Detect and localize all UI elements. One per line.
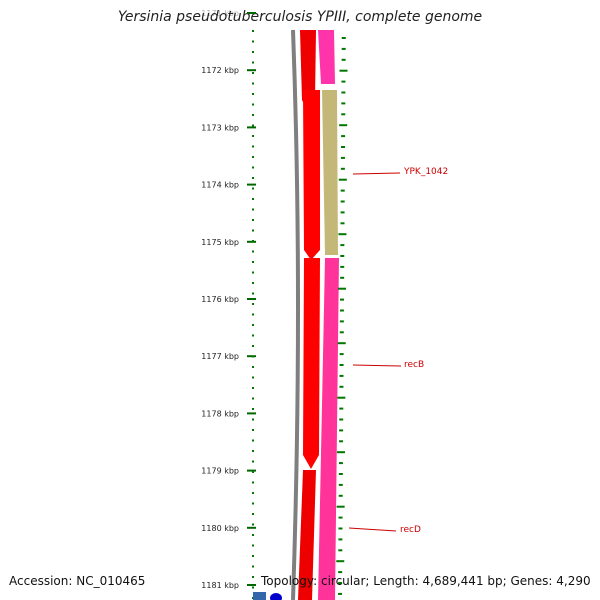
- kbp-tick-label: 1176 kbp: [201, 295, 239, 304]
- gene-label-lines: [348, 172, 402, 532]
- kbp-tick-label: 1181 kbp: [201, 581, 239, 590]
- reverse-cds-track: [318, 30, 339, 600]
- backbone-arc: [291, 29, 300, 600]
- gene-label-recd: recD: [400, 525, 421, 535]
- gene-label-recb: recB: [404, 360, 424, 370]
- kbp-tick-label: 1175 kbp: [201, 238, 239, 247]
- map-title: Yersinia pseudotuberculosis YPIII, compl…: [117, 9, 483, 25]
- gene-label-ypk1042: YPK_1042: [403, 167, 448, 177]
- kbp-tick-label: 1173 kbp: [201, 123, 239, 132]
- kbp-tick-label: 1172 kbp: [201, 66, 239, 75]
- kbp-tick-label: 1174 kbp: [201, 181, 239, 190]
- reverse-cds-3: [318, 258, 339, 600]
- kbp-tick-label: 1177 kbp: [201, 352, 239, 361]
- kbp-tick-label: 1179 kbp: [201, 467, 239, 476]
- gene-labels: YPK_1042 recB recD: [400, 167, 448, 535]
- label-line-ypk1042: [352, 172, 401, 175]
- label-line-recd: [348, 527, 397, 532]
- kbp-tick-label: 1171 kbp: [201, 9, 239, 18]
- partial-features: [253, 592, 282, 600]
- reverse-cds-1: [318, 30, 335, 84]
- accession-text: Accession: NC_010465: [9, 574, 146, 588]
- blue-dot-feature: [270, 593, 282, 600]
- gc-skew-track: [336, 37, 348, 595]
- kbp-tick-label: 1180 kbp: [201, 524, 239, 533]
- kbp-ruler: 1171 kbp 1172 kbp 1173 kbp 1174 kbp 1175 kbp…: [201, 9, 256, 590]
- forward-cds-4: [298, 470, 316, 600]
- forward-cds-3: [303, 258, 320, 469]
- topology-text: Topology: circular; Length: 4,689,441 bp…: [261, 574, 591, 588]
- genome-backbone: [291, 29, 300, 600]
- forward-cds-2: [303, 90, 320, 260]
- blue-feature: [253, 592, 266, 600]
- kbp-tick-label: 1178 kbp: [201, 409, 239, 418]
- reverse-cds-2: [322, 90, 338, 255]
- forward-cds-track: [298, 30, 320, 600]
- label-line-recb: [352, 364, 402, 367]
